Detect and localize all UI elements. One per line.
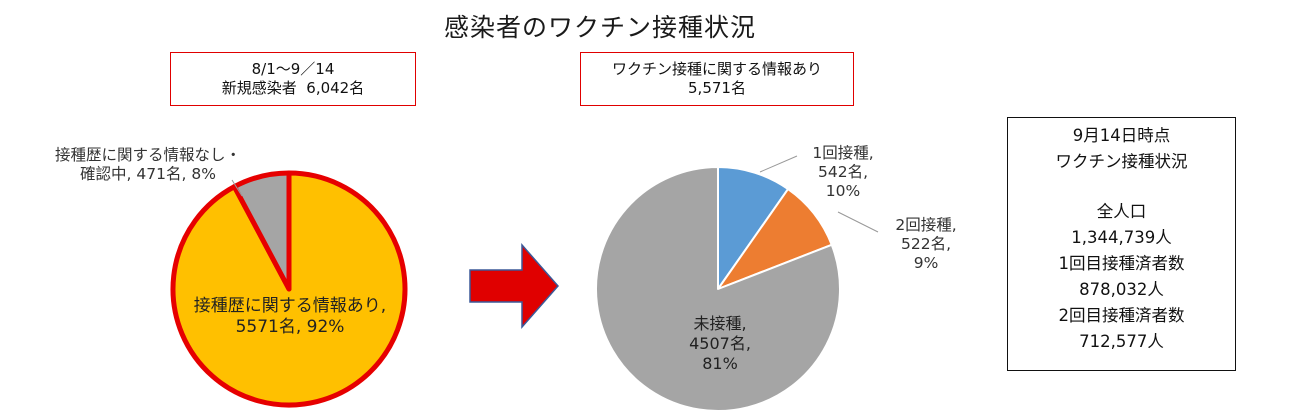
second-dose-value: 712,577人 (1079, 332, 1164, 351)
label-line1: 2回接種, (895, 216, 957, 234)
status-title: ワクチン接種状況 (1055, 152, 1188, 171)
pie1-slice-label-no-info: 2回接種, 接種歴に関する情報なし・ 確認中, 471名, 8% (18, 146, 278, 184)
label-line1: 接種歴に関する情報あり, (193, 296, 387, 316)
label-line3: 10% (825, 182, 861, 200)
pie2-slice-first-dose (717, 166, 790, 290)
period-label: 8/1～9／14 (251, 60, 335, 78)
vaccination-status-box: 9月14日時点 ワクチン接種状況 全人口 1,344,739人 1回目接種済者数… (1007, 117, 1236, 371)
label-line3: 9% (913, 254, 939, 272)
pie1-slice-no-info (231, 170, 292, 292)
first-dose-label: 1回目接種済者数 (1058, 254, 1185, 273)
arrow-shape (469, 243, 559, 329)
label-line2: 4507名, (689, 334, 751, 353)
label-line2: 5571名, 92% (235, 317, 345, 337)
label-line1: 接種歴に関する情報なし・ (54, 146, 241, 164)
population-label: 全人口 (1096, 202, 1147, 221)
leader-second-dose (837, 211, 879, 233)
pie1-slice-label-info: 接種歴に関する情報あり, 5571名, 92% (165, 296, 415, 338)
vaccine-info-box: ワクチン接種に関する情報あり 5,571名 (580, 52, 854, 106)
population-value: 1,344,739人 (1071, 228, 1172, 247)
right-arrow-icon (469, 243, 559, 329)
label-line1: 未接種, (693, 314, 747, 333)
label-line3: 81% (702, 354, 738, 373)
pie2-slice-label-second-dose: 2回接種, 522名, 9% (876, 216, 976, 273)
pie2-slice-label-first-dose: 1回接種, 542名, 10% (793, 144, 893, 201)
label-line1: 1回接種, (812, 144, 874, 162)
pie2-slice-unvaccinated (595, 166, 841, 412)
vaccine-info-count: 5,571名 (688, 79, 746, 97)
second-dose-label: 2回目接種済者数 (1058, 306, 1185, 325)
new-cases-label: 新規感染者 6,042名 (221, 79, 365, 97)
status-date: 9月14日時点 (1072, 126, 1171, 145)
label-line2: 542名, (817, 163, 868, 181)
leader-lines (231, 155, 879, 233)
page-title: 感染者のワクチン接種状況 (443, 13, 756, 42)
pie2-slice-label-unvaccinated: 未接種, 4507名, 81% (665, 314, 775, 374)
leader-first-dose (759, 155, 798, 173)
first-dose-value: 878,032人 (1079, 280, 1164, 299)
pie-chart-vaccination (595, 166, 841, 412)
leader-no-info (231, 179, 243, 197)
vaccine-info-label: ワクチン接種に関する情報あり (611, 60, 822, 78)
label-line2: 522名, (900, 235, 951, 253)
pie-chart-infection-history (170, 170, 408, 408)
label-line2: 確認中, 471名, 8% (80, 165, 216, 183)
period-new-cases-box: 8/1～9／14 新規感染者 6,042名 (170, 52, 416, 106)
